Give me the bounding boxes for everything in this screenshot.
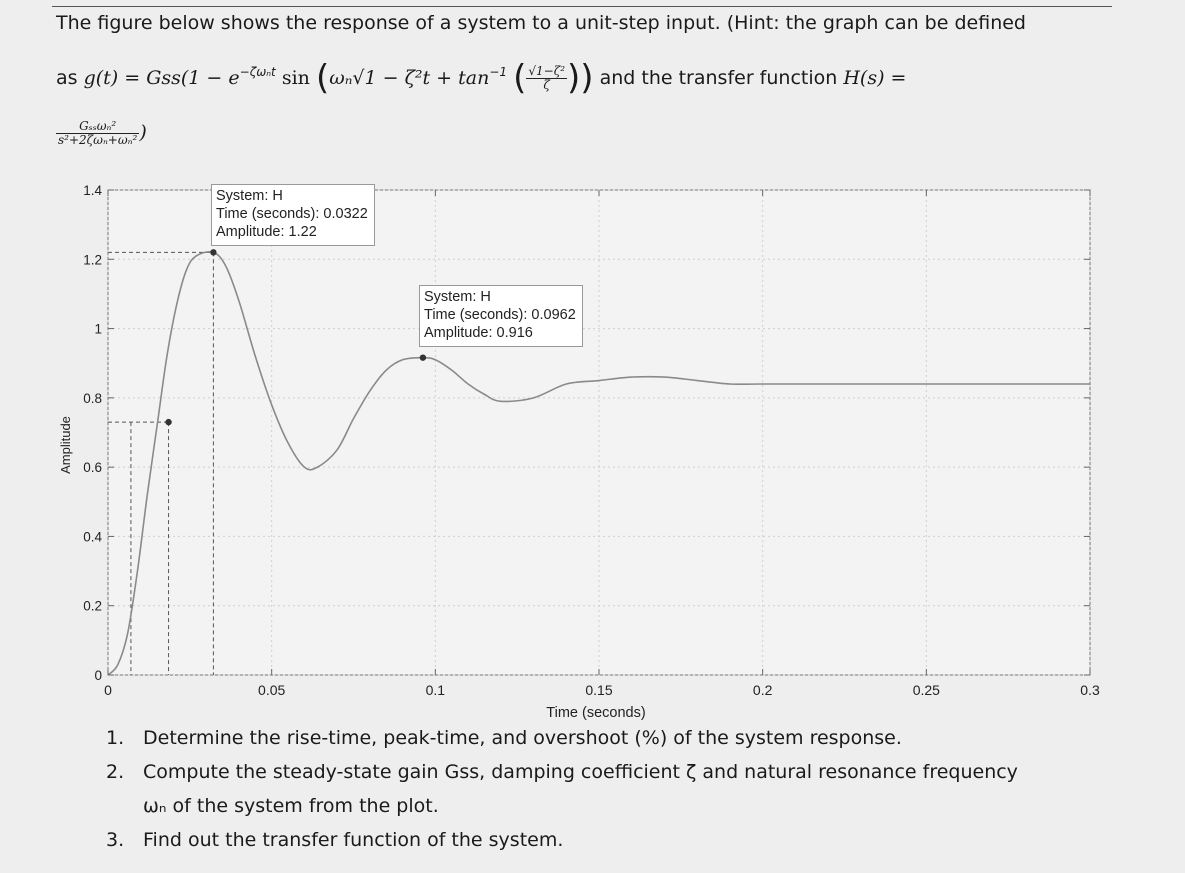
sin-word: sin: [281, 67, 310, 89]
datatip-second-time: Time (seconds): 0.0962: [424, 307, 576, 323]
and-tf-text: and the transfer function: [599, 67, 838, 89]
x-axis-label: Time (seconds): [546, 705, 645, 721]
atan-numerator: √1−ζ²: [526, 64, 568, 79]
y-tick-label: 1.2: [83, 252, 102, 267]
question-2-number: 2.: [106, 761, 125, 783]
plot-area: [107, 189, 1091, 676]
datatip-second-peak: System: H Time (seconds): 0.0962 Amplitu…: [419, 285, 583, 347]
x-tick-label: 0.05: [258, 682, 285, 698]
datatip-second-system: System: H: [424, 289, 491, 305]
intro-line-1: The figure below shows the response of a…: [56, 12, 1026, 34]
atan-fraction: √1−ζ² ζ: [526, 64, 568, 92]
datatip-peak: System: H Time (seconds): 0.0322 Amplitu…: [211, 184, 375, 246]
inverse-exponent: −1: [489, 65, 508, 79]
h-lhs: H(s) =: [843, 67, 907, 89]
top-rule: [52, 6, 1112, 7]
intro-line-2: as g(t) = Gss(1 − e−ζωₙt sin (ωₙ√1 − ζ²t…: [56, 58, 906, 98]
atan-denominator: ζ: [543, 78, 550, 92]
series-line: [107, 250, 1090, 676]
x-tick-label: 0.3: [1080, 682, 1100, 698]
question-3-number: 3.: [106, 829, 125, 851]
data-point-marker: [210, 249, 217, 256]
tf-close-paren: ): [139, 121, 147, 144]
y-tick-label: 0.2: [83, 599, 102, 614]
y-tick-label: 0.6: [83, 460, 102, 475]
question-3-text: Find out the transfer function of the sy…: [143, 829, 564, 851]
x-tick-label: 0: [104, 682, 112, 698]
tf-numerator: Gₛₛωₙ²: [56, 120, 140, 134]
y-tick-label: 1.4: [83, 183, 102, 198]
question-2-continuation: ωₙ of the system from the plot.: [143, 795, 439, 817]
datatip-peak-system: System: H: [216, 188, 283, 204]
transfer-fraction: Gₛₛωₙ² s²+2ζωₙ+ωₙ²): [56, 120, 147, 146]
data-markers: [165, 249, 427, 426]
data-point-marker: [419, 354, 427, 361]
y-tick-label: 0.4: [83, 529, 102, 544]
x-tick-label: 0.2: [753, 682, 773, 698]
axis-ticks: 0 0.05 0.1 0.15 0.2 0.25 0.3 0 0.2 0.4 0.6 0.8 1 1.2 1…: [83, 183, 1100, 698]
x-tick-label: 0.25: [913, 682, 940, 698]
x-tick-label: 0.15: [585, 682, 612, 698]
question-1-text: Determine the rise-time, peak-time, and …: [143, 727, 902, 749]
tf-denominator: s²+2ζωₙ+ωₙ²: [58, 132, 138, 147]
paren-close: ): [580, 58, 594, 98]
paren-open-inner: (: [513, 58, 527, 98]
y-tick-label: 1: [94, 322, 102, 337]
datatip-peak-time: Time (seconds): 0.0322: [216, 206, 368, 222]
marker-guides: [108, 251, 214, 675]
y-tick-label: 0: [94, 668, 102, 683]
y-axis-label: Amplitude: [58, 416, 73, 474]
x-tick-label: 0.1: [426, 682, 446, 698]
y-tick-label: 0.8: [83, 391, 102, 406]
paren-close-inner: ): [567, 58, 581, 98]
datatip-peak-amplitude: Amplitude: 1.22: [216, 224, 317, 240]
sin-argument: ωₙ√1 − ζ²t + tan: [329, 67, 490, 89]
data-point-marker: [165, 418, 172, 426]
exponent: −ζωₙt: [239, 65, 276, 79]
datatip-second-amplitude: Amplitude: 0.916: [424, 325, 533, 341]
question-1-number: 1.: [106, 727, 125, 749]
as-word: as: [56, 67, 78, 89]
paren-open: (: [315, 58, 330, 98]
tf-fraction: Gₛₛωₙ² s²+2ζωₙ+ωₙ²: [56, 120, 140, 147]
g-lhs: g(t) = Gss(1 − e: [83, 67, 240, 89]
question-2-text: Compute the steady-state gain Gss, dampi…: [143, 761, 1018, 783]
